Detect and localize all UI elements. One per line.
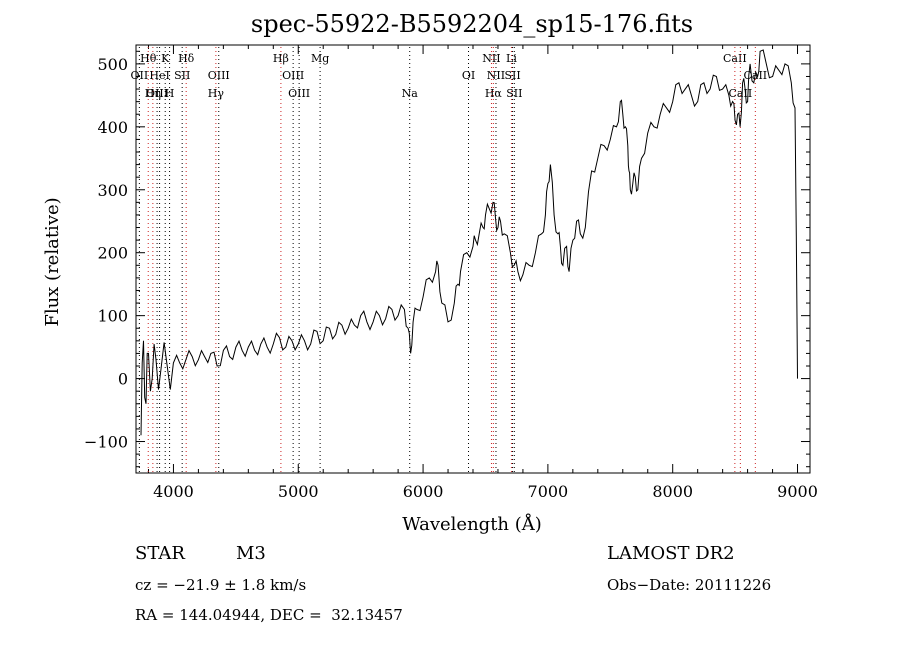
line-marker-label: Hη <box>145 87 161 100</box>
line-marker-label: H <box>165 87 175 100</box>
plot-axes: 4000 5000 6000 7000 8000 9000 −100 0 100 200 300 40… <box>84 44 818 501</box>
line-marker-label: OII <box>131 69 149 82</box>
line-marker-label: OIII <box>208 69 230 82</box>
line-marker-label: OI <box>462 69 475 82</box>
x-tick-label: 6000 <box>403 482 444 501</box>
line-marker-label: CaII <box>723 52 747 65</box>
y-axis-label: Flux (relative) <box>42 197 63 326</box>
line-marker-label: Hα <box>485 87 503 100</box>
line-marker-label: SII <box>504 69 520 82</box>
y-tick-label: 100 <box>97 307 128 326</box>
subclass: M3 <box>236 543 266 564</box>
x-tick-label: 9000 <box>777 482 818 501</box>
line-marker-label: K <box>161 52 170 65</box>
x-tick-label: 5000 <box>278 482 319 501</box>
line-marker-label: OIII <box>146 87 168 100</box>
y-tick-label: 300 <box>97 181 128 200</box>
spectrum-line <box>140 49 798 436</box>
object-class: STAR <box>135 543 185 564</box>
line-marker-label: SII <box>174 69 190 82</box>
line-marker-label: Mg <box>311 52 329 65</box>
y-tick-label: 500 <box>97 55 128 74</box>
redshift-cz: cz = −21.9 ± 1.8 km/s <box>135 576 307 594</box>
line-marker-label: Hβ <box>273 52 289 65</box>
line-marker-label: CaII <box>729 87 753 100</box>
line-marker-label: HeI <box>149 69 169 82</box>
y-tick-label: 0 <box>118 370 128 389</box>
y-tick-label: −100 <box>84 433 128 452</box>
x-tick-label: 7000 <box>528 482 569 501</box>
line-marker-label: NII <box>482 52 500 65</box>
line-marker-label: OIII <box>282 69 304 82</box>
line-marker-label: Hθ <box>140 52 157 65</box>
chart-title: spec-55922-B5592204_sp15-176.fits <box>251 10 693 38</box>
series-group <box>140 49 798 436</box>
y-tick-label: 200 <box>97 244 128 263</box>
y-tick-label: 400 <box>97 118 128 137</box>
line-marker-label: OIII <box>288 87 310 100</box>
line-marker-label: Na <box>402 87 419 100</box>
x-tick-label: 4000 <box>153 482 194 501</box>
plot-frame <box>135 44 811 474</box>
survey-name: LAMOST DR2 <box>607 543 735 564</box>
obs-date: Obs−Date: 20111226 <box>607 576 772 594</box>
x-axis-label: Wavelength (Å) <box>402 513 542 535</box>
line-marker-label: Hδ <box>178 52 195 65</box>
line-marker-label: NII <box>487 69 505 82</box>
line-marker-label: Hγ <box>208 87 225 100</box>
coordinates: RA = 144.04944, DEC = 32.13457 <box>135 606 403 624</box>
line-marker-label: Li <box>506 52 517 65</box>
x-tick-label: 8000 <box>652 482 693 501</box>
line-marker-label: SII <box>506 87 522 100</box>
